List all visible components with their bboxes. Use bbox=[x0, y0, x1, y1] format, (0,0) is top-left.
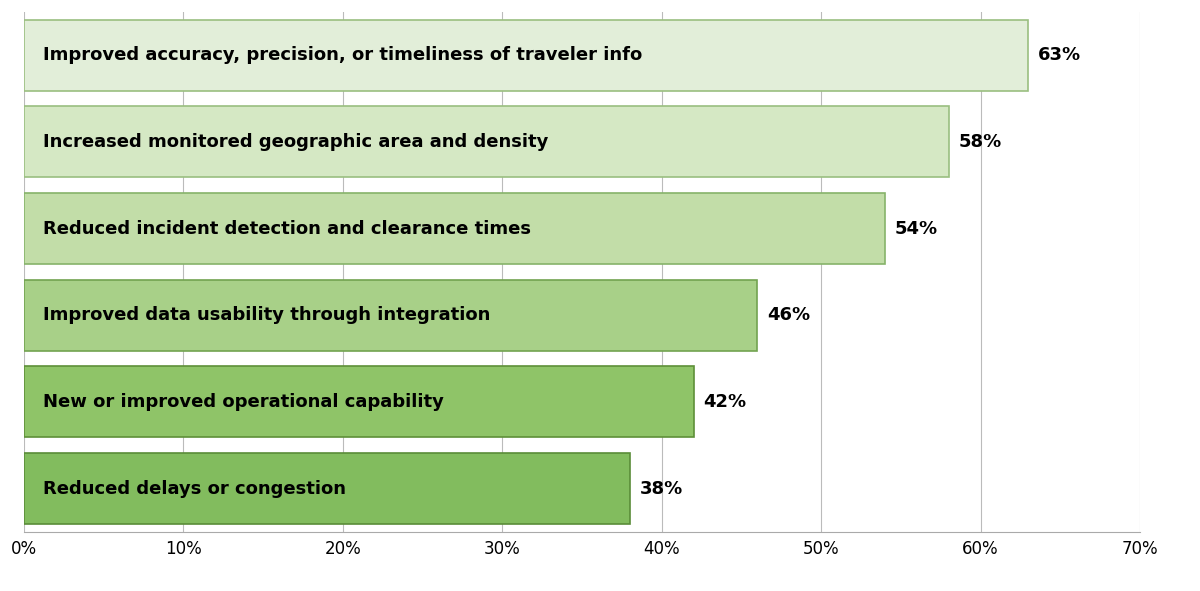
Text: 38%: 38% bbox=[640, 479, 683, 498]
Bar bbox=[24, 366, 694, 437]
Text: 58%: 58% bbox=[959, 133, 1002, 151]
Bar bbox=[24, 20, 1028, 90]
Text: Reduced delays or congestion: Reduced delays or congestion bbox=[43, 479, 346, 498]
Text: 54%: 54% bbox=[894, 219, 937, 238]
Text: Improved accuracy, precision, or timeliness of traveler info: Improved accuracy, precision, or timelin… bbox=[43, 46, 642, 64]
Text: Increased monitored geographic area and density: Increased monitored geographic area and … bbox=[43, 133, 548, 151]
Text: 46%: 46% bbox=[767, 306, 810, 324]
Bar bbox=[24, 193, 884, 264]
Text: 63%: 63% bbox=[1038, 46, 1081, 64]
Bar bbox=[24, 106, 949, 177]
Text: 42%: 42% bbox=[703, 393, 746, 411]
Bar bbox=[24, 280, 757, 350]
Text: Reduced incident detection and clearance times: Reduced incident detection and clearance… bbox=[43, 219, 532, 238]
Text: Improved data usability through integration: Improved data usability through integrat… bbox=[43, 306, 491, 324]
Text: New or improved operational capability: New or improved operational capability bbox=[43, 393, 444, 411]
Bar bbox=[24, 453, 630, 524]
